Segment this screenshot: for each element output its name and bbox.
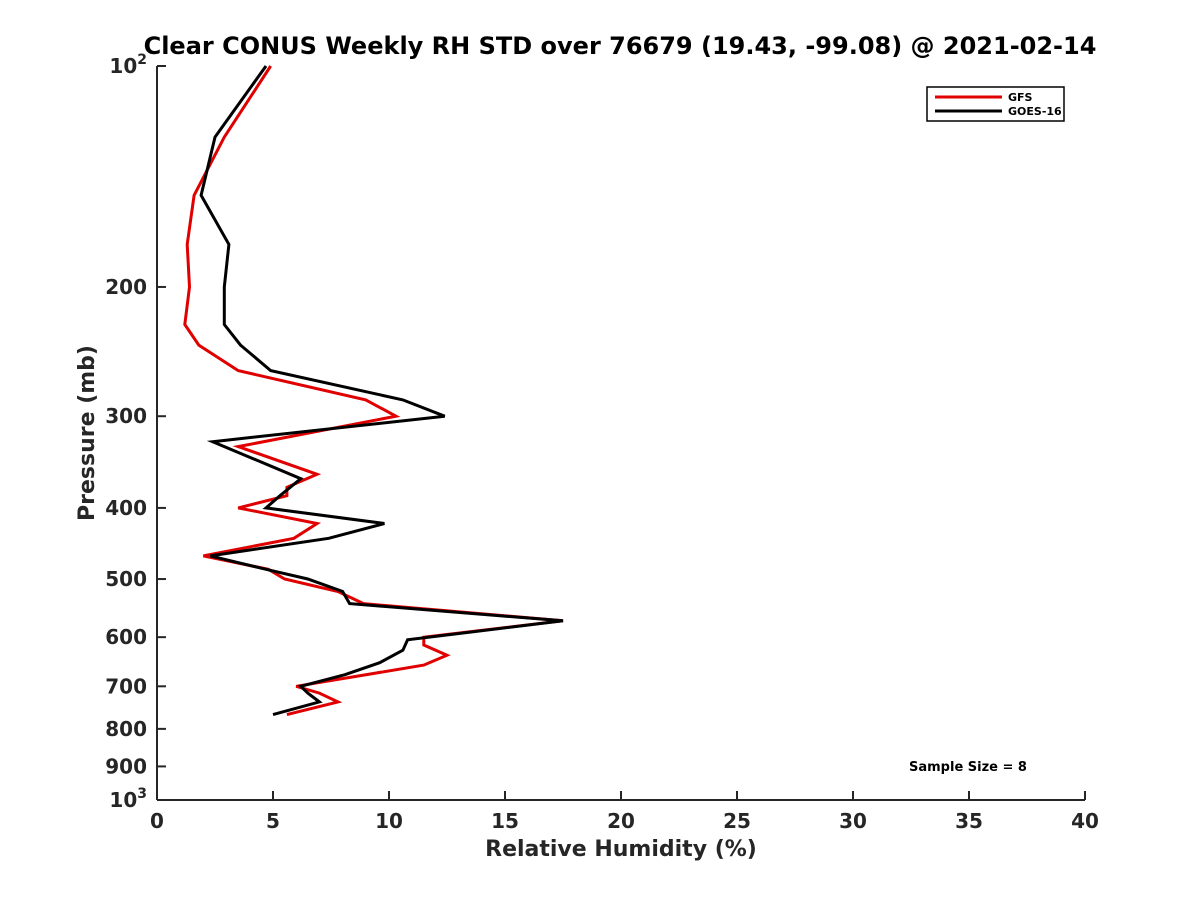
legend-box — [926, 86, 1065, 122]
y-tick-label: 800 — [105, 717, 147, 741]
x-tick-label: 30 — [839, 809, 867, 833]
y-tick-label: 400 — [105, 496, 147, 520]
legend-label: GFS — [1008, 91, 1033, 104]
plot-area: 0 5 10 15 20 25 30 35 40 102 200 300 400 500 600 700 800… — [75, 52, 1099, 862]
x-tick-label: 15 — [491, 809, 519, 833]
x-tick-label: 20 — [607, 809, 635, 833]
sample-size-annotation: Sample Size = 8 — [909, 760, 1027, 775]
y-tick-label: 900 — [105, 754, 147, 778]
x-axis-label: Relative Humidity (%) — [485, 837, 757, 862]
series-line-gfs — [183, 65, 564, 717]
x-tick-label: 0 — [150, 809, 164, 833]
x-tick-label: 10 — [375, 809, 403, 833]
y-tick-label: 103 — [109, 786, 147, 812]
y-tick-label: 200 — [105, 275, 147, 299]
y-axis-label: Pressure (mb) — [75, 345, 100, 521]
y-tick-label: 500 — [105, 567, 147, 591]
y-tick-label: 600 — [105, 625, 147, 649]
x-tick-label: 35 — [955, 809, 983, 833]
y-tick-label: 700 — [105, 674, 147, 698]
chart-title: Clear CONUS Weekly RH STD over 76679 (19… — [144, 32, 1097, 60]
y-tick-label: 300 — [105, 404, 147, 428]
legend-label: GOES-16 — [1008, 105, 1062, 118]
x-tick-label: 25 — [723, 809, 751, 833]
x-tick-label: 5 — [266, 809, 280, 833]
x-tick-label: 40 — [1071, 809, 1099, 833]
series-line-goes-16 — [199, 65, 564, 717]
y-tick-label: 102 — [109, 52, 147, 78]
